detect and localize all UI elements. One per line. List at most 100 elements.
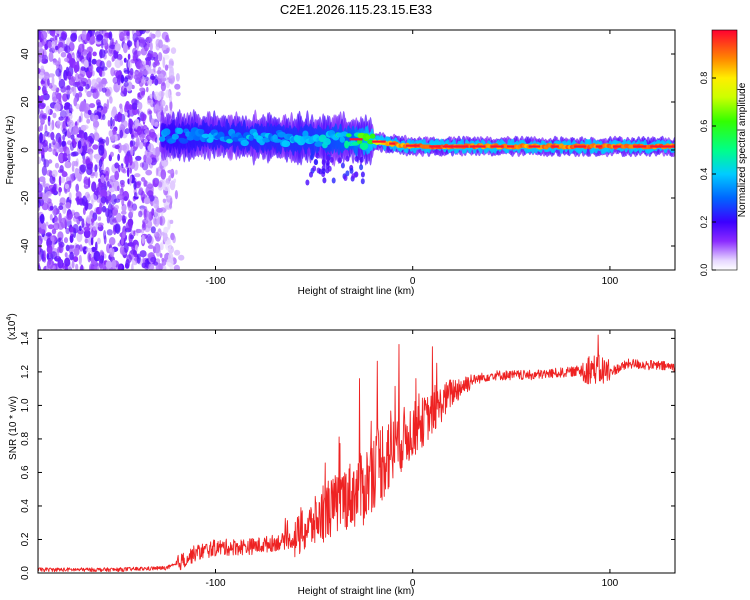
noise-blob [149,93,153,99]
noise-blob [51,186,56,193]
noise-blob [58,153,64,163]
signal-core [248,135,254,141]
noise-blob [80,77,88,85]
noise-blob [112,76,119,84]
noise-blob [96,34,104,41]
noise-blob [56,142,61,154]
noise-blob [153,231,160,239]
noise-blob [164,253,169,258]
noise-blob [100,189,108,198]
noise-blob [47,147,53,153]
noise-blob [38,190,43,200]
noise-blob [76,196,80,206]
noise-blob [58,57,61,67]
noise-blob [41,114,47,119]
noise-blob [175,73,180,82]
signal-tail [309,154,314,160]
noise-blob [126,40,133,47]
noise-blob [86,118,91,124]
noise-blob [155,102,160,111]
noise-blob [90,263,95,270]
noise-blob [105,136,110,146]
noise-blob [49,205,54,211]
noise-blob [96,102,102,109]
signal-core [162,128,171,136]
noise-blob [105,260,113,269]
noise-blob [122,215,126,224]
noise-blob [112,218,118,223]
noise-blob [160,82,166,92]
noise-blob [143,197,151,205]
noise-blob [158,181,163,188]
colorbar-label: Normalized spectral amplitude [737,82,748,217]
noise-blob [166,195,173,203]
noise-blob [51,75,55,87]
noise-blob [136,180,142,186]
noise-blob [146,183,154,189]
noise-blob [69,41,74,49]
noise-blob [93,261,100,270]
noise-blob [133,180,137,190]
signal-tail [331,177,336,184]
noise-blob [162,182,166,191]
colorbar-tick-label: 0.8 [699,72,709,85]
noise-blob [46,169,53,176]
noise-blob [55,68,62,77]
y-tick-label: 1.4 [20,331,31,345]
noise-blob [165,104,169,112]
noise-blob [123,87,128,97]
noise-blob [138,72,143,77]
noise-blob [63,115,70,123]
noise-blob [58,38,65,47]
signal-peak-dash [442,145,458,148]
y-tick-label: -40 [20,238,31,253]
noise-blob [39,95,44,103]
noise-blob [120,144,127,151]
noise-blob [129,174,133,182]
noise-blob [88,132,95,143]
noise-blob [119,129,124,139]
noise-blob [126,254,132,263]
noise-blob [136,40,139,51]
chart-title: C2E1.2026.115.23.15.E33 [280,2,432,17]
noise-blob [156,207,164,213]
signal-core [344,140,350,149]
noise-blob [112,118,115,127]
noise-blob [70,134,75,140]
noise-blob [155,167,159,177]
noise-blob [140,113,147,122]
noise-blob [45,105,51,115]
noise-blob [109,247,113,253]
noise-blob [99,60,105,70]
noise-blob [77,35,82,43]
noise-blob [102,36,109,47]
y-tick-label: 0 [20,147,31,153]
noise-blob [72,256,79,263]
noise-blob [165,239,172,251]
noise-blob [156,137,160,146]
noise-blob [65,202,71,209]
noise-blob [152,197,160,209]
noise-blob [140,60,145,68]
noise-blob [99,49,106,59]
noise-blob [48,82,53,89]
signal-core [198,129,205,135]
noise-blob [99,30,104,35]
spectrogram-panel: -100 0 100 -40 -20 0 20 40 Height of straight … [5,29,676,297]
noise-blob [67,153,71,163]
noise-blob [39,213,45,224]
noise-blob [72,223,79,234]
noise-blob [137,50,141,57]
noise-blob [43,159,50,168]
noise-blob [67,187,70,193]
signal-peak-dash [507,145,515,148]
noise-blob [96,77,102,83]
signal-core [369,133,376,139]
spectrogram-x-label: Height of straight line (km) [298,286,415,297]
noise-blob [62,120,66,131]
noise-blob [128,118,132,125]
noise-blob [159,216,163,226]
noise-blob [91,181,97,192]
noise-blob [129,234,135,240]
